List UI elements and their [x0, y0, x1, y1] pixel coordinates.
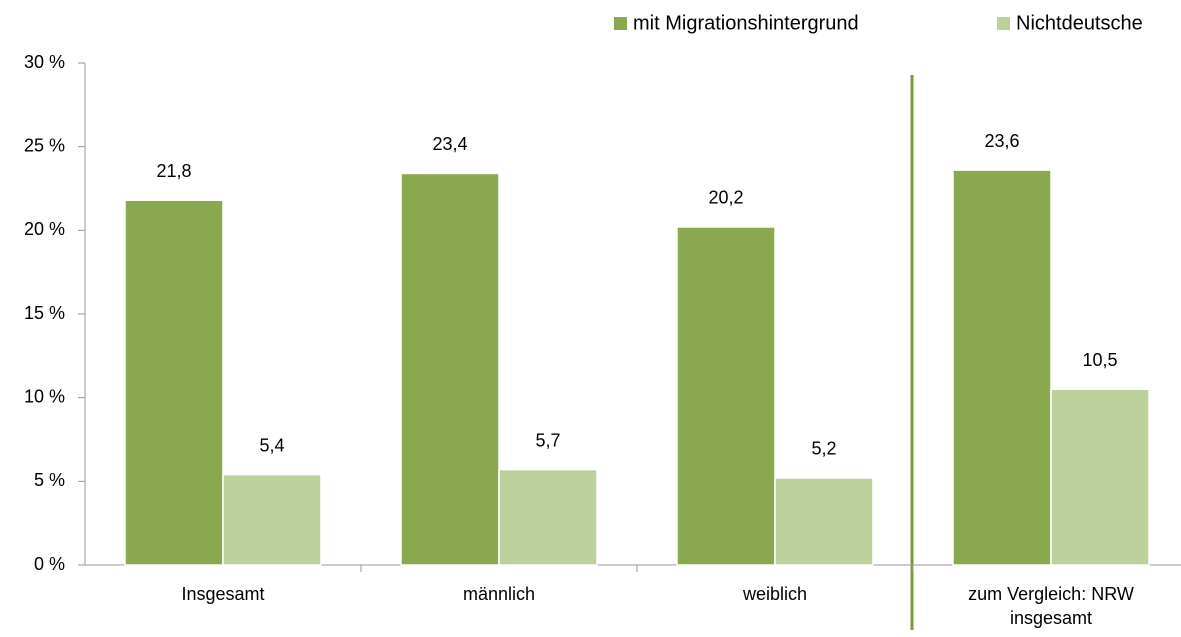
- x-tick-label: Insgesamt: [181, 584, 265, 604]
- bar: [124, 199, 224, 566]
- bar: [774, 477, 874, 566]
- bar: [676, 226, 776, 566]
- y-tick-label: 0 %: [34, 554, 65, 574]
- x-tick-label: zum Vergleich: NRW insgesamt: [968, 584, 1134, 628]
- bar: [222, 473, 322, 566]
- bar: [952, 169, 1052, 566]
- data-label: 21,8: [156, 161, 191, 181]
- data-label: 5,4: [259, 435, 284, 455]
- data-label: 10,5: [1082, 350, 1117, 370]
- bar: [498, 468, 598, 566]
- legend-label: Nichtdeutsche: [1016, 12, 1143, 34]
- data-label: 5,7: [535, 430, 560, 450]
- bar: [1050, 388, 1150, 566]
- y-tick-label: 30 %: [24, 52, 65, 72]
- x-tick-label: weiblich: [742, 584, 808, 604]
- y-tick-label: 20 %: [24, 219, 65, 239]
- bar: [400, 172, 500, 566]
- legend-label: mit Migrationshintergrund: [633, 12, 859, 34]
- data-label: 23,4: [432, 134, 467, 154]
- y-tick-label: 15 %: [24, 303, 65, 323]
- data-label: 5,2: [811, 439, 836, 459]
- legend-swatch: [614, 17, 627, 30]
- y-tick-label: 25 %: [24, 135, 65, 155]
- x-tick-label: männlich: [462, 584, 536, 604]
- legend-swatch: [997, 17, 1010, 30]
- data-label: 20,2: [708, 188, 743, 208]
- y-tick-label: 10 %: [24, 386, 65, 406]
- y-tick-label: 5 %: [34, 470, 65, 490]
- data-label: 23,6: [984, 131, 1019, 151]
